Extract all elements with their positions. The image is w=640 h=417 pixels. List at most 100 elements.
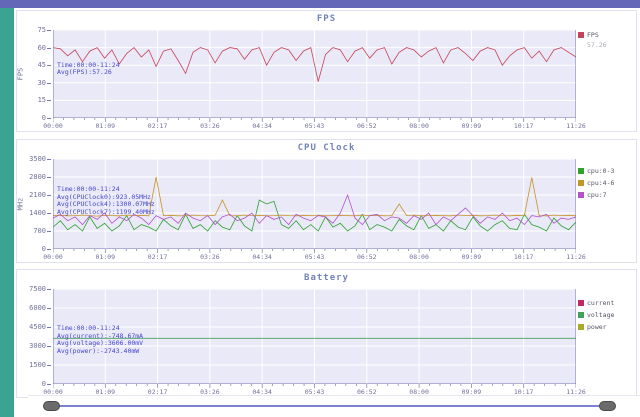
legend-label: cpu:7 [587, 191, 607, 199]
legend-swatch-icon [578, 180, 584, 186]
legend-item-cpu:7[interactable]: cpu:7 [578, 191, 634, 199]
y-axis: 0 15 30 45 60 75 [25, 26, 51, 122]
y-axis: 0 1500 3000 4500 6000 7500 [25, 285, 51, 388]
legend-swatch-icon [578, 192, 584, 198]
legend-label: current [587, 299, 615, 307]
y-tick-label: 1400 [29, 209, 46, 217]
x-tick-label: 04:34 [252, 388, 272, 396]
chart-panel-cpu-clock: CPU Clock MHz 0 700 1400 2100 2800 3500 Time:… [16, 139, 637, 263]
x-tick-label: 06:52 [357, 253, 377, 261]
plot-area[interactable]: Time:00:00-11:24 Avg(current):-748.67mA Av… [53, 289, 576, 384]
x-tick-label: 08:00 [409, 253, 429, 261]
x-tick-marks [53, 118, 576, 122]
plot-canvas[interactable] [53, 159, 576, 249]
series-line-cpu:0-3 [53, 199, 576, 232]
x-tick-label: 11:26 [566, 253, 586, 261]
legend-swatch-icon [578, 168, 584, 174]
slider-track[interactable] [50, 405, 608, 407]
x-tick-label: 00:00 [43, 253, 63, 261]
y-tick-mark [47, 289, 51, 290]
legend-item-FPS[interactable]: FPS [578, 31, 634, 39]
legend-item-cpu:0-3[interactable]: cpu:0-3 [578, 167, 634, 175]
y-tick-mark [47, 100, 51, 102]
legend-value: 57.26 [587, 41, 607, 49]
x-tick-label: 09:09 [461, 253, 482, 261]
legend-label: cpu:0-3 [587, 167, 615, 175]
x-tick-marks [53, 249, 576, 253]
y-tick-label: 75 [37, 26, 46, 34]
x-tick-label: 10:17 [513, 253, 534, 261]
chart-title: FPS [316, 14, 337, 24]
avg-annotation-line: Avg(CPUClock7):1199.40MHz [57, 207, 155, 216]
slider-handle-right[interactable] [599, 401, 616, 411]
y-tick-label: 7500 [29, 285, 46, 293]
series-line-FPS [53, 47, 576, 82]
y-tick-mark [47, 365, 51, 366]
y-tick-mark [47, 30, 51, 31]
chart-title: CPU Clock [297, 143, 356, 153]
y-tick-mark [47, 346, 51, 347]
y-tick-label: 3500 [29, 155, 46, 163]
y-tick-label: 2100 [29, 191, 46, 199]
y-axis-label: MHz [16, 197, 25, 211]
slider-handle-left[interactable] [43, 401, 60, 411]
x-tick-label: 03:26 [200, 253, 220, 261]
legend: current voltage power [578, 299, 634, 335]
x-tick-label: 06:52 [357, 122, 377, 130]
x-tick-label: 10:17 [513, 122, 534, 130]
y-tick-label: 3000 [29, 342, 46, 350]
x-tick-label: 05:43 [304, 388, 325, 396]
plot-canvas[interactable] [53, 289, 576, 384]
y-tick-label: 700 [33, 227, 46, 235]
legend-label: cpu:4-6 [587, 179, 615, 187]
plot-area[interactable]: Time:00:00-11:24 Avg(FPS):57.26 [53, 30, 576, 118]
legend-swatch-icon [578, 312, 584, 318]
dashboard-content: FPS FPS 0 15 30 45 60 75 Time:00:00-11:24 Avg(… [14, 8, 640, 417]
legend-label: voltage [587, 311, 615, 319]
y-tick-label: 0 [41, 380, 46, 388]
window-left-accent-bar [0, 0, 14, 417]
x-tick-label: 05:43 [304, 122, 325, 130]
time-range-slider [28, 395, 640, 417]
legend-swatch-icon [578, 324, 584, 330]
x-tick-label: 09:09 [461, 388, 482, 396]
x-tick-label: 02:17 [147, 253, 168, 261]
y-tick-label: 30 [37, 78, 46, 87]
x-tick-label: 11:26 [566, 122, 586, 130]
y-tick-label: 4500 [29, 323, 46, 331]
x-tick-label: 00:00 [43, 122, 63, 130]
x-tick-label: 03:26 [200, 388, 220, 396]
x-tick-label: 06:52 [357, 388, 377, 396]
x-tick-label: 08:00 [409, 388, 429, 396]
y-tick-mark [47, 213, 51, 214]
avg-annotation: Time:00:00-11:24 Avg(current):-748.67mA Av… [57, 325, 143, 355]
legend-item-current[interactable]: current [578, 299, 634, 307]
avg-annotation-line: Time:00:00-11:24 [57, 60, 120, 69]
chart-title: Battery [304, 273, 349, 283]
y-tick-mark [47, 231, 51, 232]
y-tick-label: 2800 [29, 173, 46, 181]
y-tick-label: 15 [37, 96, 46, 105]
legend: cpu:0-3 cpu:4-6 cpu:7 [578, 167, 634, 203]
y-tick-mark [47, 82, 51, 84]
x-tick-label: 08:00 [409, 122, 429, 130]
legend-item-cpu:4-6[interactable]: cpu:4-6 [578, 179, 634, 187]
x-axis: 00:00 01:09 02:17 03:26 04:34 05:43 06:52 08:00… [43, 384, 586, 397]
y-tick-mark [47, 177, 51, 178]
y-tick-mark [47, 384, 51, 385]
plot-area[interactable]: Time:00:00-11:24 Avg(CPUClock0):923.05MHz… [53, 159, 576, 249]
plot-canvas[interactable] [53, 30, 576, 118]
window-top-accent-bar [0, 0, 640, 8]
y-tick-label: 0 [41, 114, 46, 122]
x-tick-label: 01:09 [95, 122, 116, 130]
legend-item-voltage[interactable]: voltage [578, 311, 634, 319]
chart-panel-fps: FPS FPS 0 15 30 45 60 75 Time:00:00-11:24 Avg(… [16, 10, 637, 132]
avg-annotation-line: Avg(power):-2743.40mW [57, 346, 140, 355]
legend-label: FPS [587, 31, 599, 39]
legend-swatch-icon [578, 300, 584, 306]
legend-item-power[interactable]: power [578, 323, 634, 331]
avg-annotation-line: Avg(voltage):3606.00mV [57, 339, 144, 348]
x-tick-label: 00:00 [43, 388, 63, 396]
x-tick-label: 09:09 [461, 122, 482, 130]
y-tick-mark [47, 47, 51, 49]
